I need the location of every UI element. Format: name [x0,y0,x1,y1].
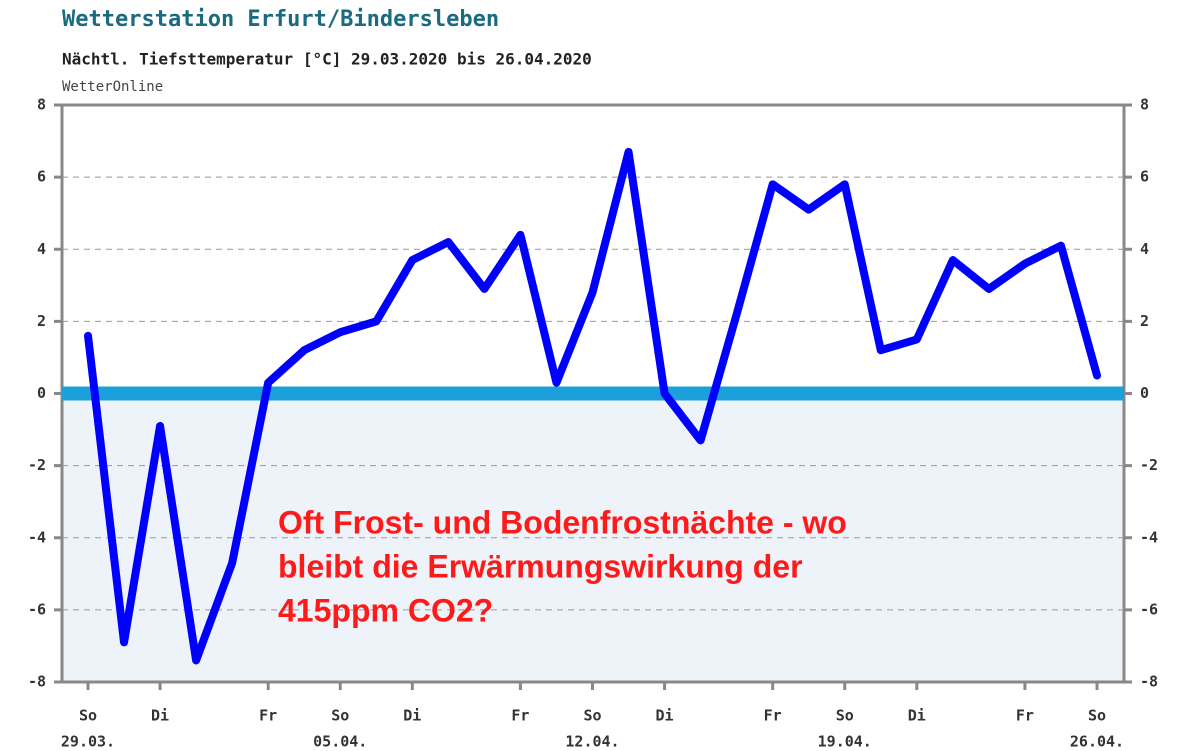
y2-tick-label: -6 [1140,600,1158,618]
x-tick-label: So [79,707,97,725]
y-tick-label: 2 [37,312,46,330]
line-series [84,147,1101,665]
y-tick-label: -8 [28,673,46,691]
x-tick-label: So [836,707,854,725]
x-tick-label: So [1088,707,1106,725]
x-tick-label: So [331,707,349,725]
y2-tick-label: 0 [1140,384,1149,402]
y-tick-label: 4 [37,240,46,258]
y2-tick-label: 4 [1140,240,1149,258]
y2-tick-label: 6 [1140,168,1149,186]
y-tick-label: 8 [37,96,46,114]
x-date-label: 05.04. [313,733,367,751]
y2-tick-label: -2 [1140,456,1158,474]
annotation: Oft Frost- und Bodenfrostnächte - wo [278,504,847,540]
x-tick-label: Di [403,707,421,725]
x-date-label: 29.03. [61,733,115,751]
x-tick-label: So [583,707,601,725]
x-date-label: 12.04. [565,733,619,751]
x-tick-label: Fr [259,707,277,725]
y2-tick-label: 2 [1140,312,1149,330]
y2-tick-label: 8 [1140,96,1149,114]
y-tick-label: 0 [37,384,46,402]
annotation: 415ppm CO2? [278,592,493,628]
y2-tick-label: -4 [1140,528,1158,546]
x-tick-label: Di [656,707,674,725]
x-tick-label: Fr [511,707,529,725]
x-date-label: 26.04. [1070,733,1124,751]
y-tick-label: 6 [37,168,46,186]
source: WetterOnline [62,79,163,95]
y2-tick-label: -8 [1140,673,1158,691]
annotation: bleibt die Erwärmungswirkung der [278,548,803,584]
x-tick-label: Di [908,707,926,725]
x-date-label: 19.04. [818,733,872,751]
y-tick-label: -4 [28,528,46,546]
y-tick-label: -2 [28,456,46,474]
y-tick-label: -6 [28,600,46,618]
chart-subtitle: Nächtl. Tiefsttemperatur [°C] 29.03.2020… [62,50,592,69]
x-tick-label: Fr [764,707,782,725]
x-tick-label: Fr [1016,707,1034,725]
chart-title: Wetterstation Erfurt/Bindersleben [62,7,499,32]
x-tick-label: Di [151,707,169,725]
